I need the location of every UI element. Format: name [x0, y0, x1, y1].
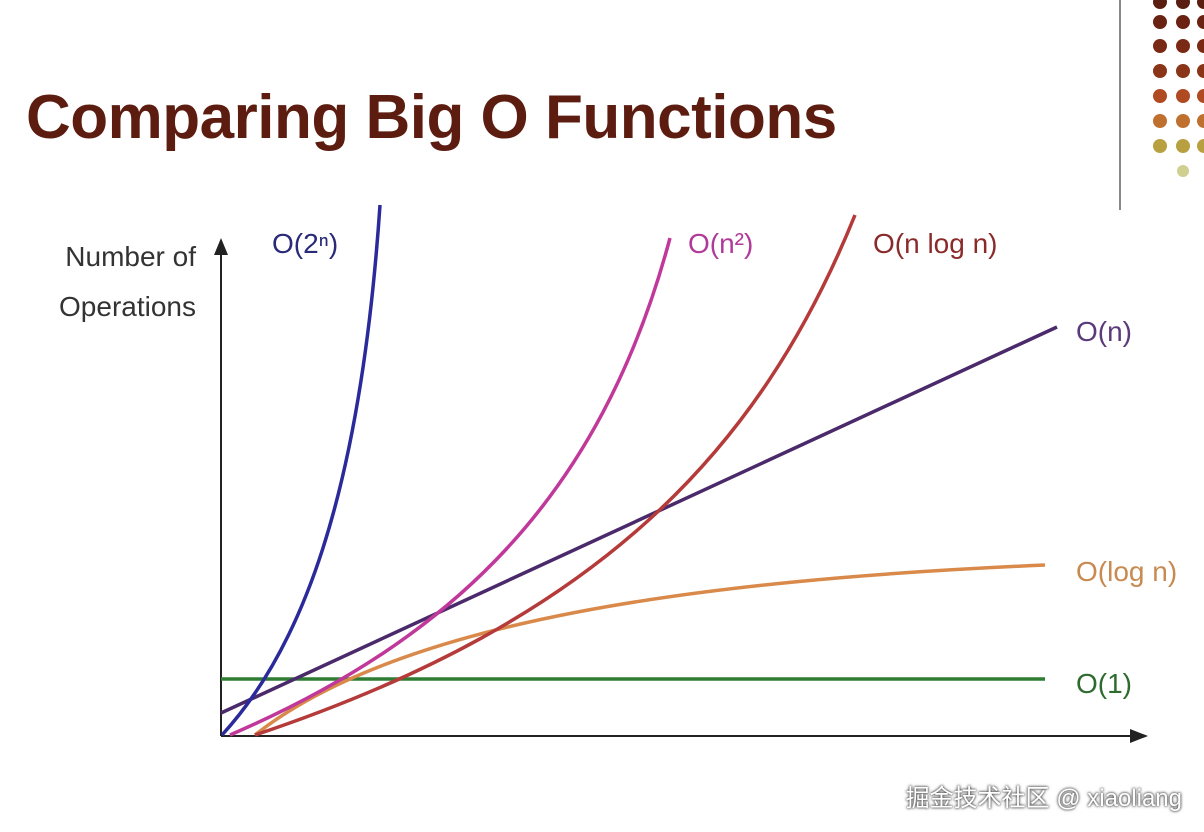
dot-row [1153, 114, 1204, 128]
dot-row [1153, 89, 1204, 103]
dot-row [1177, 165, 1189, 177]
curve-label: O(2ⁿ) [272, 228, 339, 259]
curve-on2 [229, 237, 672, 737]
y-axis-label: Number of Operations [59, 241, 196, 322]
dot-row [1153, 0, 1204, 9]
dot-row [1153, 39, 1204, 53]
watermark: 掘金技术社区 @ xiaoliang [905, 785, 1182, 812]
curve-o2n [220, 204, 382, 737]
y-arrow [214, 238, 228, 255]
curve-label: O(log n) [1076, 556, 1178, 587]
dot-row [1153, 15, 1204, 29]
title: Comparing Big O Functions [26, 83, 837, 152]
curve-onlogn [254, 214, 857, 737]
curve-ologn [253, 563, 1046, 737]
curve-label: O(n log n) [873, 228, 998, 259]
curve-on [220, 325, 1058, 715]
dot-row [1153, 139, 1204, 153]
axes [220, 250, 1135, 737]
decor-dots [1119, 0, 1204, 210]
curves [220, 204, 1058, 737]
curve-label: O(n) [1076, 316, 1132, 347]
dot-row [1153, 64, 1204, 78]
curve-label: O(n²) [688, 228, 754, 259]
curve-label: O(1) [1076, 668, 1132, 699]
x-arrow [1130, 729, 1148, 743]
